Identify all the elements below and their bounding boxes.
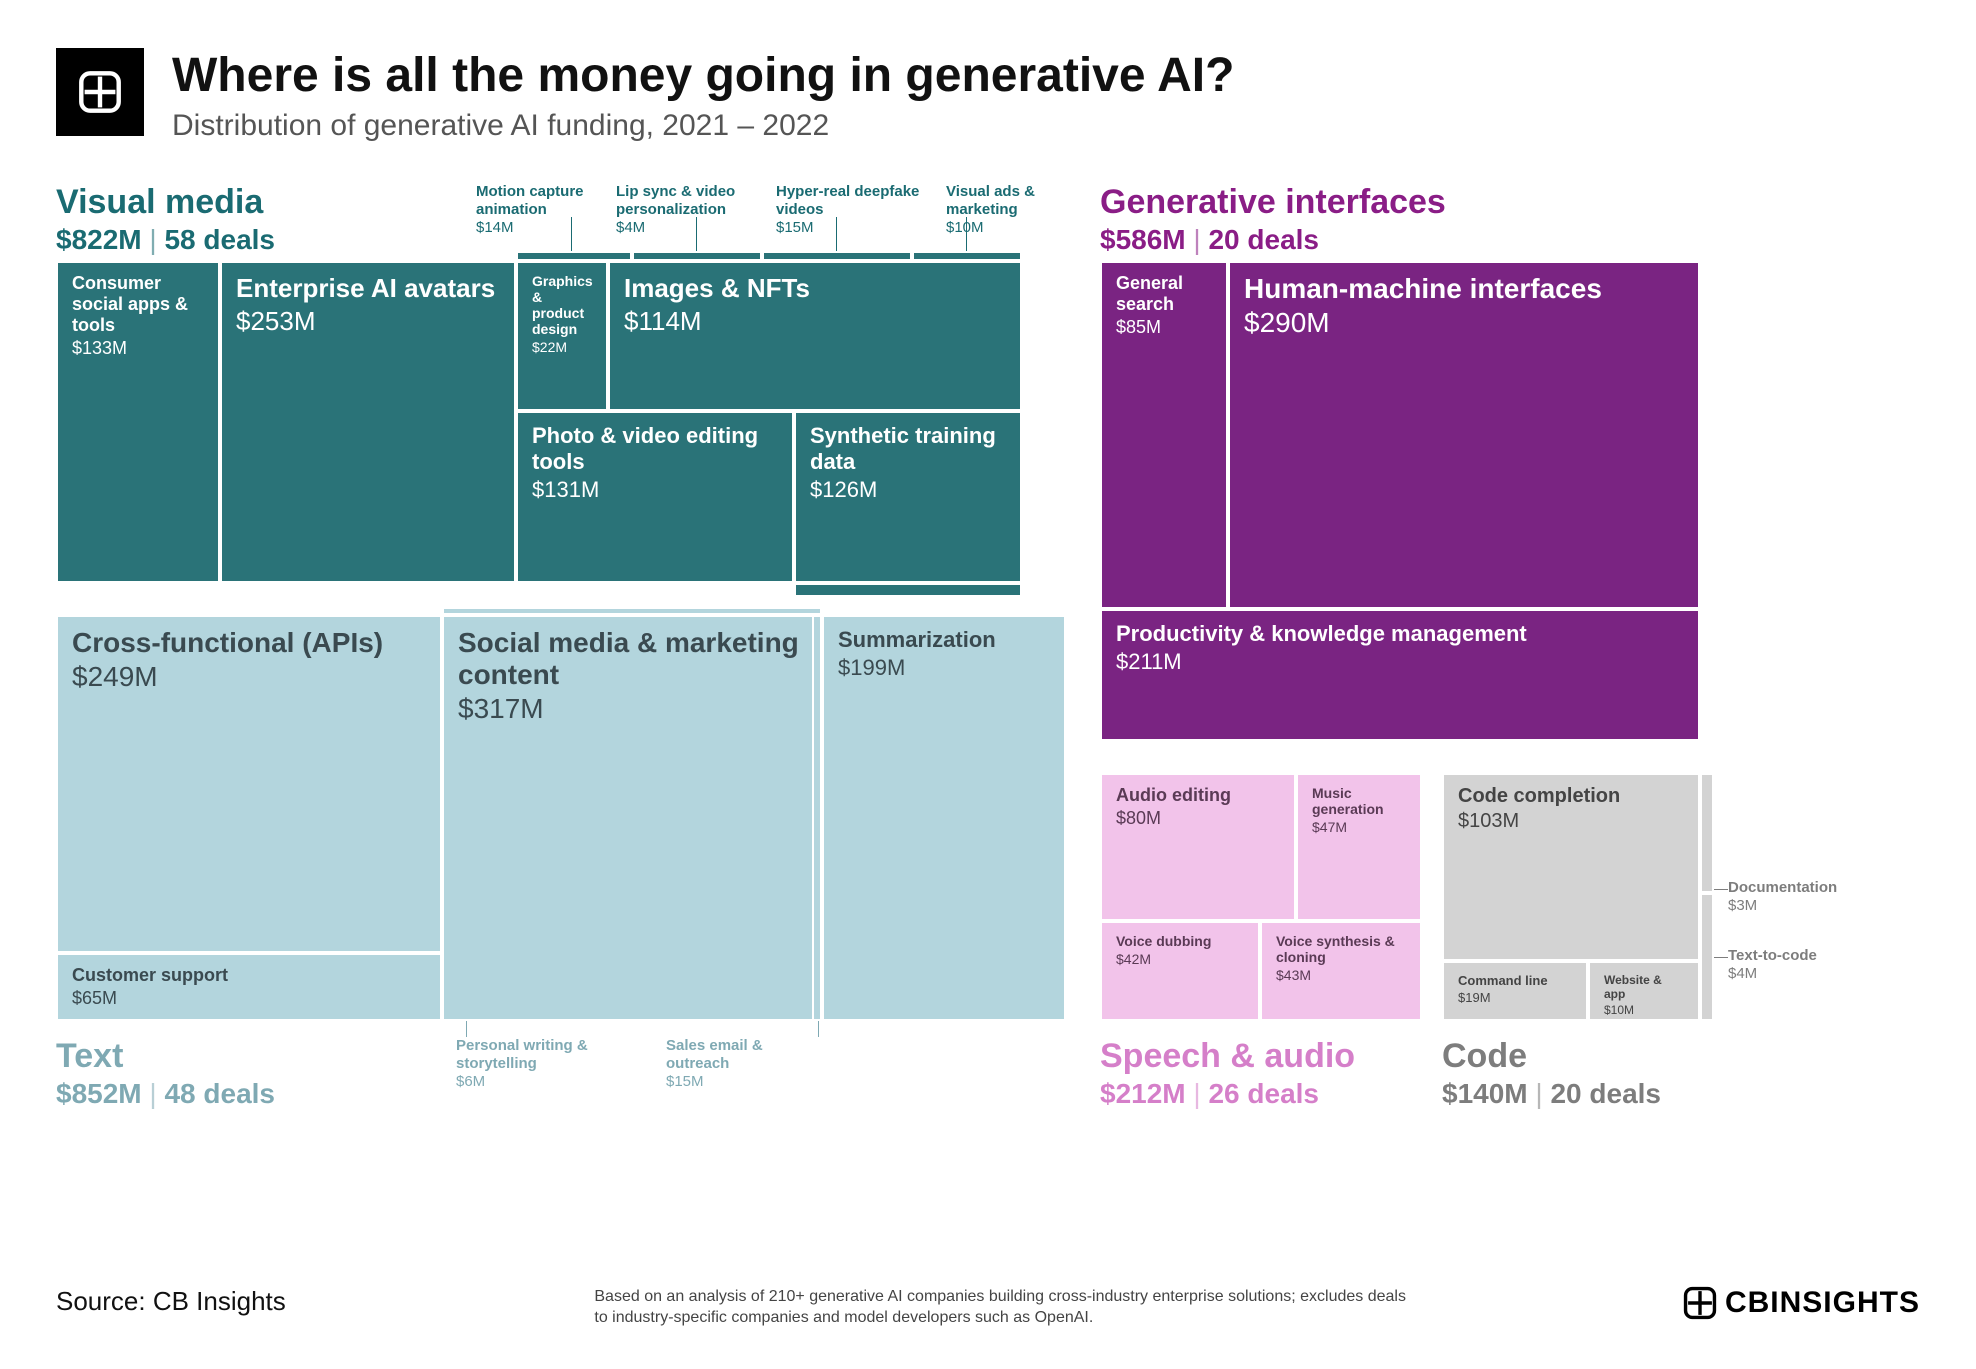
page-title: Where is all the money going in generati… <box>172 48 1234 103</box>
treemap-cell: Graphics & product design$22M <box>516 261 608 411</box>
treemap-cell: Summarization$199M <box>822 615 1066 1021</box>
treemap-cell: Enterprise AI avatars$253M <box>220 261 516 583</box>
treemap-cell: Website & app$10M <box>1588 961 1700 1021</box>
callout-label: Visual ads & marketing$10M <box>946 183 1096 237</box>
treemap-sliver <box>812 615 822 1021</box>
treemap-sliver <box>912 251 1022 261</box>
treemap-cell: Social media & marketing content$317M <box>442 615 822 1021</box>
leader-line <box>696 217 697 251</box>
category-label-visual: Visual media$822M | 58 deals <box>56 183 275 256</box>
leader-line <box>1714 957 1728 958</box>
treemap-sliver <box>442 607 822 615</box>
callout-label: Hyper-real deepfake videos$15M <box>776 183 926 237</box>
treemap-sliver <box>632 251 762 261</box>
treemap-cell: Command line$19M <box>1442 961 1588 1021</box>
treemap-cell: Customer support$65M <box>56 953 442 1021</box>
treemap-chart: Visual media$822M | 58 dealsConsumer soc… <box>56 183 1920 1193</box>
leader-line <box>836 217 837 251</box>
leader-line <box>466 1021 467 1037</box>
treemap-cell: Productivity & knowledge management$211M <box>1100 609 1700 741</box>
category-label-audio: Speech & audio$212M | 26 deals <box>1100 1037 1355 1110</box>
treemap-sliver <box>762 251 912 261</box>
leader-line <box>571 217 572 251</box>
callout-label: Lip sync & video personalization$4M <box>616 183 766 237</box>
treemap-cell: Music generation$47M <box>1296 773 1422 921</box>
callout-label: Sales email & outreach$15M <box>666 1037 816 1091</box>
leader-line <box>1714 889 1728 890</box>
leader-line <box>818 1021 819 1037</box>
treemap-cell: Synthetic training data$126M <box>794 411 1022 583</box>
treemap-cell: Cross-functional (APIs)$249M <box>56 615 442 953</box>
callout-label: Text-to-code$4M <box>1728 947 1817 983</box>
treemap-sliver <box>794 583 1022 597</box>
treemap-cell: Voice synthesis & cloning$43M <box>1260 921 1422 1021</box>
footnote: Based on an analysis of 210+ generative … <box>594 1286 1414 1329</box>
treemap-sliver <box>1700 773 1714 893</box>
treemap-cell: General search$85M <box>1100 261 1228 609</box>
treemap-cell: Human-machine interfaces$290M <box>1228 261 1700 609</box>
source-label: Source: CB Insights <box>56 1286 286 1317</box>
callout-label: Motion capture animation$14M <box>476 183 626 237</box>
treemap-cell: Consumer social apps & tools$133M <box>56 261 220 583</box>
logo-icon <box>56 48 144 136</box>
treemap-cell: Photo & video editing tools$131M <box>516 411 794 583</box>
category-label-interfaces: Generative interfaces$586M | 20 deals <box>1100 183 1446 256</box>
callout-label: Personal writing & storytelling$6M <box>456 1037 606 1091</box>
leader-line <box>966 217 967 251</box>
treemap-cell: Code completion$103M <box>1442 773 1700 961</box>
treemap-cell: Audio editing$80M <box>1100 773 1296 921</box>
category-label-code: Code$140M | 20 deals <box>1442 1037 1661 1110</box>
treemap-cell: Voice dubbing$42M <box>1100 921 1260 1021</box>
treemap-sliver <box>516 251 632 261</box>
footer: Source: CB Insights Based on an analysis… <box>56 1286 1920 1329</box>
page-subtitle: Distribution of generative AI funding, 2… <box>172 109 1234 143</box>
treemap-cell: Images & NFTs$114M <box>608 261 1022 411</box>
callout-label: Documentation$3M <box>1728 879 1837 915</box>
treemap-sliver <box>1700 893 1714 1021</box>
header: Where is all the money going in generati… <box>56 48 1920 143</box>
category-label-text: Text$852M | 48 deals <box>56 1037 275 1110</box>
brand-logo: CBINSIGHTS <box>1683 1286 1920 1320</box>
